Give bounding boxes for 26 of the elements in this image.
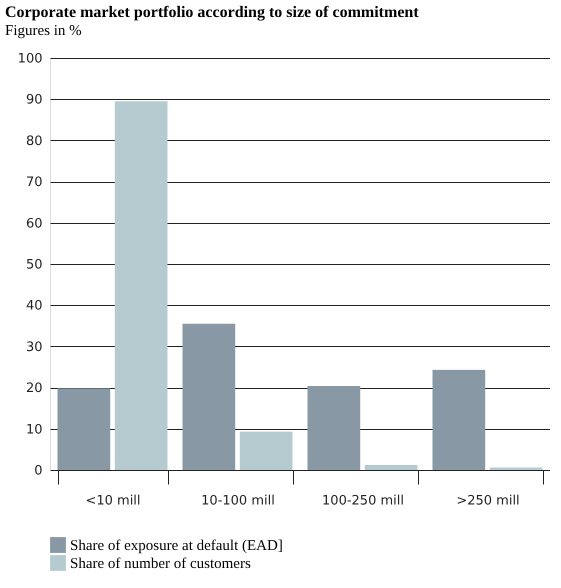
bar (240, 432, 292, 470)
legend-label: Share of number of customers (70, 556, 251, 572)
y-tick-label: 30 (26, 340, 42, 355)
x-tick-label: >250 mill (456, 494, 520, 508)
y-tick-label: 50 (26, 258, 42, 272)
x-tick-label: <10 mill (85, 494, 141, 508)
y-tick-label: 20 (26, 381, 42, 396)
y-tick-label: 70 (26, 175, 42, 190)
y-tick-label: 60 (26, 216, 42, 232)
y-tick-label: 100 (18, 52, 42, 66)
bar (432, 370, 486, 470)
y-tick-label: 10 (26, 422, 42, 438)
x-tick-label: 10-100 mill (201, 494, 275, 508)
y-tick-label: 90 (26, 92, 42, 108)
bar (182, 324, 236, 470)
x-tick-label: 100-250 mill (322, 494, 404, 508)
bar (364, 465, 418, 470)
chart-title: Corporate market portfolio according to size of commitment (5, 4, 420, 21)
y-tick-label: 0 (34, 464, 42, 478)
chart-subtitle: Figures in % (5, 23, 82, 39)
bar (58, 388, 110, 470)
legend-label: Share of exposure at default (EAD] (70, 538, 283, 554)
y-tick-label: 40 (26, 298, 42, 314)
bar (308, 386, 360, 470)
bar (114, 101, 168, 470)
y-tick-label: 80 (26, 134, 42, 149)
